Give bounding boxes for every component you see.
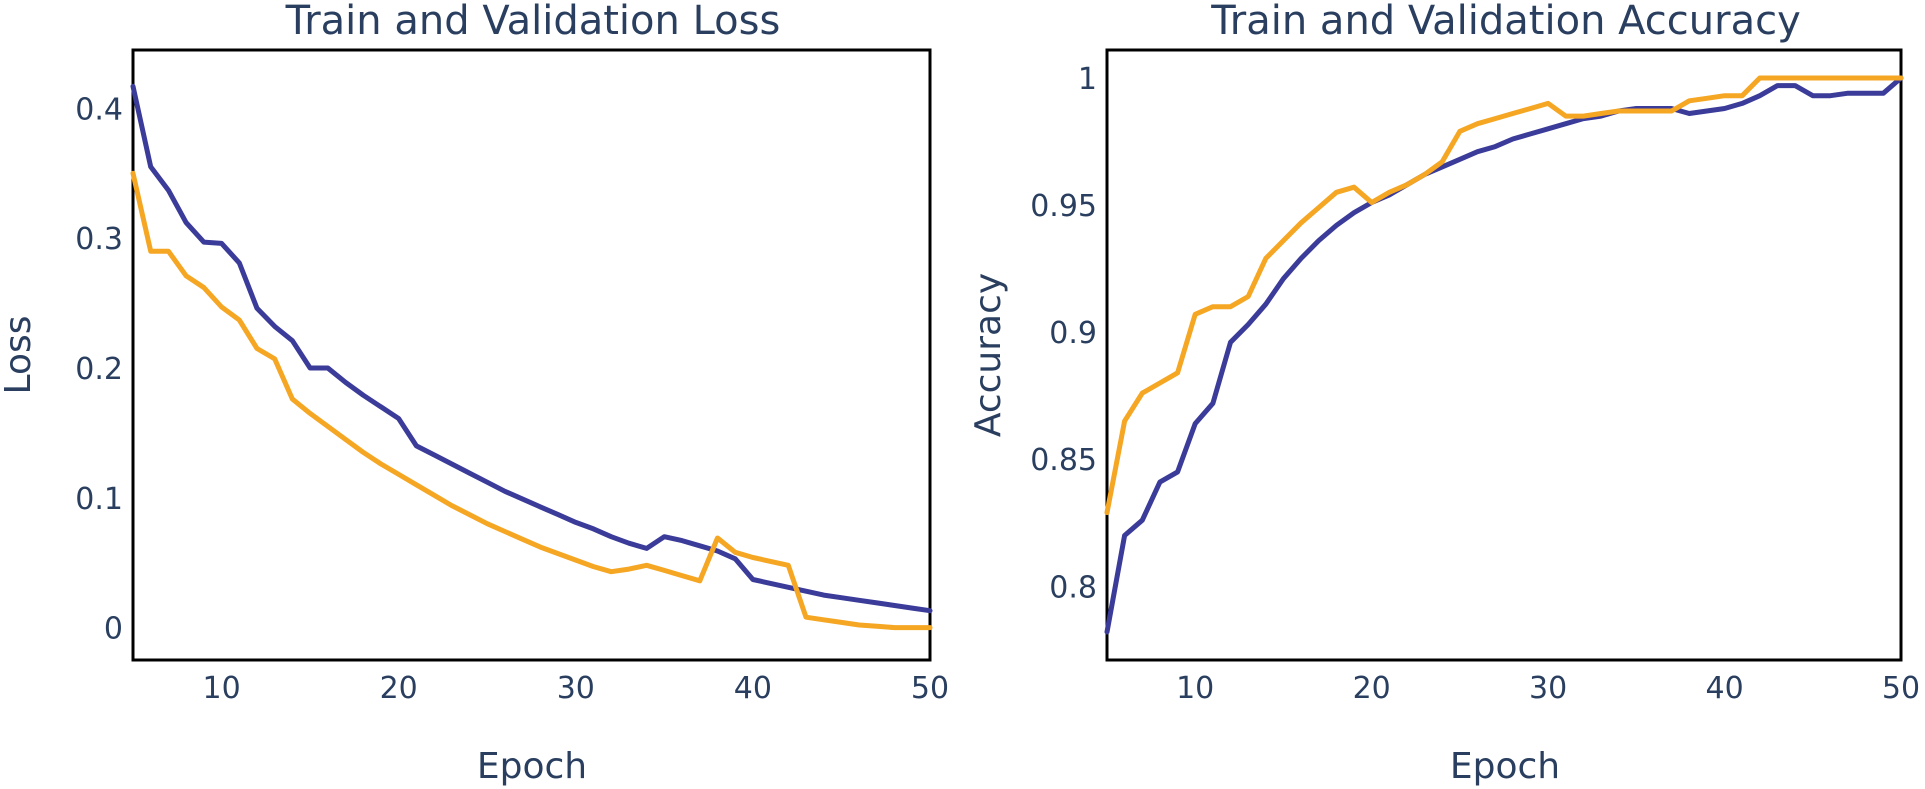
accuracy-x-axis-title: Epoch [1450, 746, 1560, 787]
loss-series-validation [130, 170, 933, 631]
accuracy-x-tick-label: 20 [1353, 671, 1391, 706]
loss-plot-area [131, 48, 932, 662]
loss-x-tick-label: 50 [911, 671, 949, 706]
accuracy-y-tick-label: 0.85 [1030, 443, 1097, 478]
accuracy-y-tick-label: 0.8 [1049, 570, 1097, 605]
loss-x-tick-label: 40 [734, 671, 772, 706]
loss-y-tick-label: 0 [104, 612, 123, 647]
loss-y-tick-label: 0.2 [75, 352, 123, 387]
loss-x-tick-label: 20 [380, 671, 418, 706]
loss-chart: Train and Validation Loss 10 20 30 40 50 0 0.… [0, 0, 949, 787]
accuracy-y-tick-label: 1 [1078, 62, 1097, 97]
accuracy-x-tick-label: 30 [1529, 671, 1567, 706]
loss-series-train [130, 83, 933, 614]
loss-y-tick-label: 0.3 [75, 222, 123, 257]
loss-x-tick-label: 30 [557, 671, 595, 706]
accuracy-y-axis-title: Accuracy [968, 273, 1009, 437]
accuracy-y-tick-label: 0.95 [1030, 189, 1097, 224]
accuracy-series-train [1104, 75, 1904, 635]
loss-chart-title: Train and Validation Loss [285, 0, 781, 44]
accuracy-y-tick-label: 0.9 [1049, 316, 1097, 351]
loss-y-tick-label: 0.1 [75, 482, 123, 517]
accuracy-chart-title: Train and Validation Accuracy [1210, 0, 1801, 44]
loss-x-axis-title: Epoch [477, 746, 587, 787]
accuracy-x-tick-label: 40 [1706, 671, 1744, 706]
loss-x-tick-label: 10 [203, 671, 241, 706]
loss-y-tick-label: 0.4 [75, 92, 123, 127]
accuracy-x-tick-label: 50 [1882, 671, 1920, 706]
loss-y-axis-title: Loss [0, 316, 39, 395]
accuracy-series-validation [1104, 75, 1904, 516]
accuracy-chart: Train and Validation Accuracy 10 20 30 40 50… [968, 0, 1920, 787]
accuracy-plot-area [1105, 48, 1903, 662]
accuracy-x-tick-label: 10 [1176, 671, 1214, 706]
